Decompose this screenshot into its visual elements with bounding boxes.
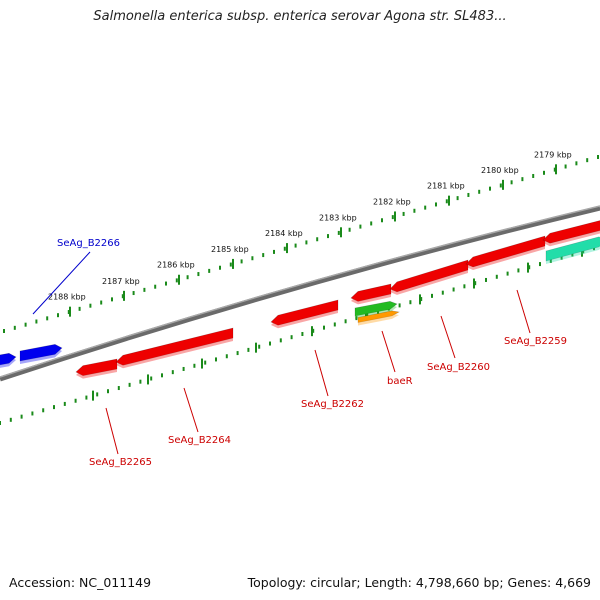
- gene-red-right-shadow: [543, 223, 600, 247]
- label-leader-line: [183, 387, 199, 433]
- gene-SeAg_B2265-shadow: [76, 362, 117, 379]
- label-leader-line: [32, 251, 91, 315]
- gene-SeAg_B2264-shadow: [116, 331, 233, 369]
- label-leader-line: [105, 407, 119, 455]
- gene-teal[interactable]: [545, 236, 600, 262]
- gene-label[interactable]: SeAg_B2260: [427, 362, 490, 373]
- label-leader-line: [314, 349, 329, 397]
- kbp-tick-label: 2179 kbp: [534, 150, 572, 159]
- label-leader-line: [381, 330, 396, 373]
- gene-label[interactable]: SeAg_B2259: [504, 336, 567, 347]
- gene-SeAg_B2265[interactable]: [75, 358, 118, 376]
- gene-SeAg_B2260[interactable]: [389, 259, 469, 293]
- gene-orange-shadow: [358, 313, 399, 326]
- gene-blue-arrow-2-shadow: [20, 347, 62, 364]
- gene-blue-arrow-1[interactable]: [0, 352, 17, 366]
- gene-SeAg_B2262[interactable]: [270, 299, 339, 326]
- label-leader-line: [516, 289, 531, 334]
- map-title: Salmonella enterica subsp. enterica sero…: [93, 9, 507, 24]
- kbp-tick-label: 2188 kbp: [48, 293, 86, 302]
- gene-label[interactable]: baeR: [387, 376, 413, 387]
- gene-label[interactable]: SeAg_B2266: [57, 238, 120, 249]
- gene-label[interactable]: SeAg_B2265: [89, 457, 152, 468]
- gene-label[interactable]: SeAg_B2264: [168, 435, 231, 446]
- gene-blue-arrow-2[interactable]: [19, 344, 63, 362]
- gene-baeR[interactable]: [354, 301, 398, 317]
- genome-backbone-highlight: [0, 205, 600, 378]
- gene-SeAg_B2259-shadow: [466, 239, 545, 270]
- kbp-tick-label: 2180 kbp: [481, 166, 519, 175]
- kbp-tick-label: 2182 kbp: [373, 197, 411, 206]
- gene-orange[interactable]: [357, 310, 400, 323]
- genome-backbone: [0, 205, 600, 382]
- gene-baeR-shadow: [355, 304, 397, 319]
- kbp-tick-label: 2183 kbp: [319, 213, 357, 222]
- kbp-tick-label: 2186 kbp: [157, 261, 195, 270]
- gene-red-small-shadow: [351, 287, 391, 305]
- kbp-tick-label: 2181 kbp: [427, 182, 465, 191]
- gene-teal-shadow: [546, 239, 600, 264]
- gene-SeAg_B2259[interactable]: [465, 235, 546, 268]
- kbp-tick-label: 2187 kbp: [102, 277, 140, 286]
- label-leader-line: [440, 315, 456, 359]
- topology-text: Topology: circular; Length: 4,798,660 bp…: [247, 575, 591, 590]
- kbp-tick-label: 2184 kbp: [265, 229, 303, 238]
- gene-SeAg_B2260-shadow: [390, 263, 468, 295]
- kbp-tick-label: 2185 kbp: [211, 245, 249, 254]
- accession-text: Accession: NC_011149: [9, 575, 152, 590]
- gene-SeAg_B2262-shadow: [271, 303, 338, 329]
- gene-red-right[interactable]: [542, 219, 600, 244]
- gene-blue-arrow-1-shadow: [0, 356, 16, 368]
- gene-label[interactable]: SeAg_B2262: [301, 399, 364, 410]
- gene-SeAg_B2264[interactable]: [115, 327, 234, 366]
